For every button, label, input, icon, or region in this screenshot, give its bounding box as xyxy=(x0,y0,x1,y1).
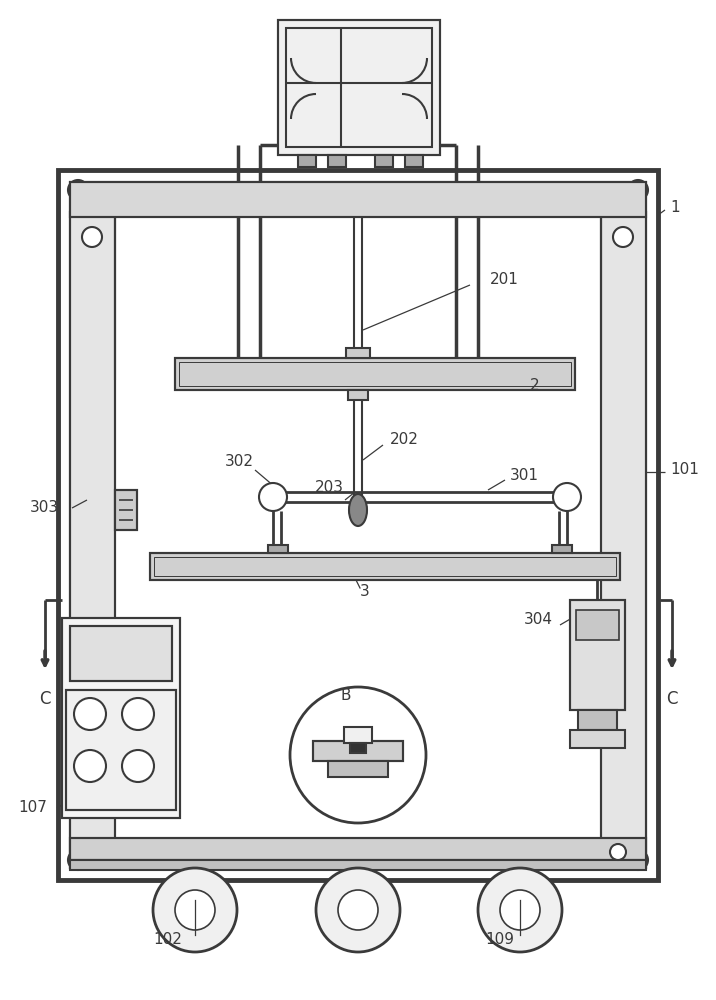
Bar xyxy=(66,690,176,810)
Bar xyxy=(70,626,172,681)
Text: 202: 202 xyxy=(390,432,419,448)
Bar xyxy=(115,490,137,530)
Circle shape xyxy=(500,890,540,930)
Circle shape xyxy=(122,698,154,730)
Text: 2: 2 xyxy=(530,377,540,392)
Circle shape xyxy=(259,483,287,511)
Text: 303: 303 xyxy=(30,500,59,516)
Bar xyxy=(570,730,625,748)
Bar xyxy=(115,490,137,530)
Bar xyxy=(346,348,370,358)
Circle shape xyxy=(122,750,154,782)
Bar xyxy=(328,155,346,167)
Text: 101: 101 xyxy=(670,462,699,478)
Text: 3: 3 xyxy=(360,584,369,599)
Circle shape xyxy=(153,868,237,952)
Bar xyxy=(70,838,646,860)
Bar xyxy=(278,20,440,155)
Bar xyxy=(348,390,368,400)
Bar xyxy=(350,743,366,753)
Ellipse shape xyxy=(349,494,367,526)
Bar xyxy=(576,610,619,640)
Bar xyxy=(570,600,625,710)
Circle shape xyxy=(82,227,102,247)
Text: 304: 304 xyxy=(524,612,553,628)
Bar xyxy=(578,710,617,730)
Bar xyxy=(601,212,646,868)
Circle shape xyxy=(478,868,562,952)
Text: 301: 301 xyxy=(510,468,539,483)
Bar xyxy=(601,212,646,868)
Bar xyxy=(62,618,180,818)
Circle shape xyxy=(610,844,626,860)
Bar xyxy=(154,557,616,576)
Bar xyxy=(62,618,180,818)
Bar xyxy=(298,155,316,167)
Circle shape xyxy=(68,180,88,200)
Bar xyxy=(344,727,372,743)
Circle shape xyxy=(628,180,648,200)
Bar xyxy=(175,358,575,390)
Bar xyxy=(179,362,571,386)
Circle shape xyxy=(175,890,215,930)
Text: B: B xyxy=(340,688,351,702)
Circle shape xyxy=(316,868,400,952)
Bar xyxy=(405,155,423,167)
Text: C: C xyxy=(39,690,51,708)
Bar xyxy=(70,838,646,860)
Circle shape xyxy=(613,227,633,247)
Bar xyxy=(570,600,625,710)
Bar xyxy=(313,741,403,761)
Bar xyxy=(70,182,646,868)
Circle shape xyxy=(74,750,106,782)
Bar xyxy=(150,553,620,580)
Circle shape xyxy=(338,890,378,930)
Text: 302: 302 xyxy=(225,454,254,470)
Text: 201: 201 xyxy=(490,272,519,288)
Text: 109: 109 xyxy=(485,932,515,948)
Bar xyxy=(328,761,388,777)
Text: 102: 102 xyxy=(153,932,183,948)
Circle shape xyxy=(553,483,581,511)
Bar xyxy=(70,860,646,870)
Bar xyxy=(58,170,658,880)
Bar xyxy=(70,212,115,868)
Bar xyxy=(70,182,646,217)
Bar xyxy=(66,690,176,810)
Bar xyxy=(70,182,646,217)
Bar xyxy=(278,20,440,155)
Bar xyxy=(175,358,575,390)
Text: 1: 1 xyxy=(670,200,679,216)
Text: C: C xyxy=(667,690,678,708)
Text: 203: 203 xyxy=(315,481,344,495)
Bar xyxy=(268,545,288,553)
Bar xyxy=(313,741,403,761)
Text: 107: 107 xyxy=(18,800,47,816)
Bar xyxy=(70,626,172,681)
Bar xyxy=(70,212,115,868)
Bar xyxy=(150,553,620,580)
Bar xyxy=(375,155,393,167)
Circle shape xyxy=(628,850,648,870)
Bar xyxy=(286,28,432,147)
Bar xyxy=(552,545,572,553)
Circle shape xyxy=(74,698,106,730)
Circle shape xyxy=(290,687,426,823)
Circle shape xyxy=(68,850,88,870)
